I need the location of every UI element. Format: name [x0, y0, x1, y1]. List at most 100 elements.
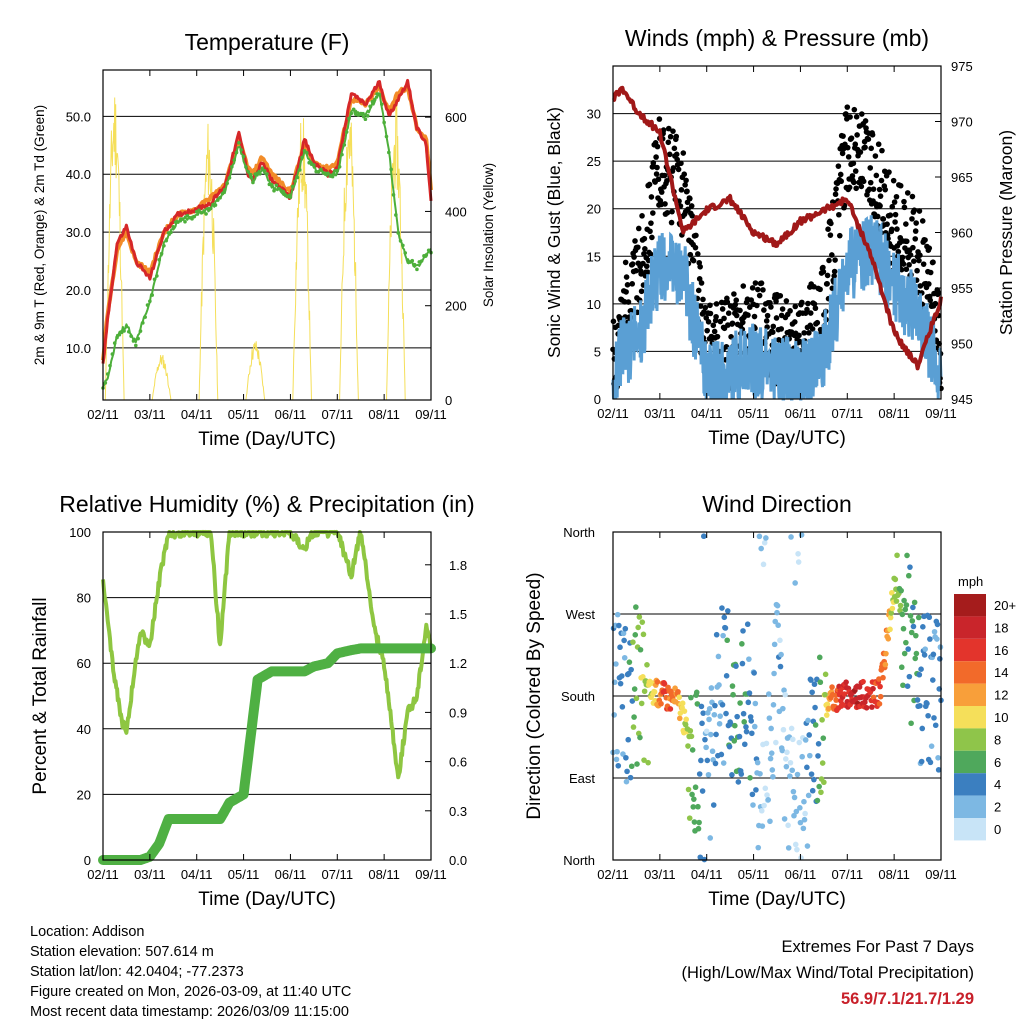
gust-point	[811, 283, 817, 290]
direction-point	[718, 751, 725, 758]
gust-point	[893, 193, 900, 200]
direction-point	[930, 651, 937, 658]
gust-point	[646, 181, 653, 188]
direction-point	[712, 760, 719, 767]
direction-point	[784, 749, 790, 756]
direction-point	[791, 812, 797, 819]
direction-point	[928, 743, 935, 749]
gust-point	[860, 178, 867, 185]
speed-legend-label: 8	[994, 732, 1001, 747]
dewpoint-2m-line-point	[389, 167, 393, 172]
sonic-wind-line	[611, 215, 943, 401]
direction-point	[755, 844, 762, 851]
dewpoint-2m-line-point	[344, 130, 349, 134]
rh-y2tick-label: 1.2	[449, 656, 467, 671]
direction-point	[693, 689, 700, 696]
direction-point	[766, 691, 772, 697]
direction-point	[708, 685, 715, 691]
direction-point	[897, 602, 904, 609]
gust-point	[903, 221, 909, 227]
gust-point	[658, 189, 665, 195]
gust-point	[817, 286, 823, 293]
dewpoint-2m-line-point	[288, 195, 293, 199]
dewpoint-2m-line-point	[361, 111, 365, 116]
direction-point	[658, 700, 664, 707]
dewpoint-2m-line-point	[227, 175, 232, 180]
rh-ylabel: Percent & Total Rainfall	[30, 597, 51, 794]
wind-y2tick-label: 945	[951, 392, 973, 407]
gust-point	[879, 147, 885, 154]
solar-insolation-line	[103, 97, 431, 401]
speed-legend-label: 6	[994, 755, 1001, 770]
direction-point	[631, 686, 638, 692]
direction-point	[908, 629, 915, 636]
dewpoint-2m-line-point	[347, 116, 351, 121]
direction-point	[699, 720, 705, 727]
gust-point	[721, 315, 727, 322]
rh-y2tick-label: 0.9	[449, 705, 467, 720]
dewpoint-2m-line-point	[326, 171, 330, 176]
direction-point	[633, 604, 639, 610]
gust-point	[890, 177, 897, 184]
rh-xtick-label: 07/11	[321, 867, 353, 882]
direction-point	[931, 715, 937, 721]
direction-point	[779, 747, 786, 754]
direction-point	[801, 798, 807, 805]
dewpoint-2m-line-point	[302, 149, 307, 153]
direction-point	[645, 759, 651, 766]
dewpoint-2m-line-point	[419, 259, 424, 263]
dewpoint-2m-line-point	[124, 324, 129, 329]
gust-point	[629, 261, 636, 267]
gust-point	[683, 177, 689, 184]
direction-point	[716, 682, 722, 688]
direction-point	[698, 757, 704, 764]
speed-legend-swatch	[954, 616, 986, 639]
gust-point	[909, 216, 915, 222]
direction-point	[802, 737, 809, 743]
speed-legend-swatch	[954, 773, 986, 796]
dir-xtick-label: 06/11	[785, 867, 817, 882]
dewpoint-2m-line-point	[220, 191, 225, 196]
direction-point	[931, 628, 938, 635]
direction-point	[721, 614, 728, 621]
direction-point	[640, 674, 646, 680]
direction-point	[856, 684, 863, 690]
direction-point	[734, 713, 740, 720]
gust-point	[912, 228, 919, 234]
direction-point	[908, 720, 914, 727]
direction-point	[729, 772, 735, 778]
gust-point	[779, 306, 786, 312]
direction-point	[630, 724, 637, 730]
gust-point	[862, 144, 868, 151]
gust-point	[690, 257, 697, 264]
direction-point	[787, 759, 794, 766]
direction-point	[748, 718, 755, 724]
dewpoint-2m-line-point	[241, 154, 246, 159]
speed-legend-swatch	[954, 661, 986, 684]
direction-point	[685, 743, 691, 749]
direction-point	[633, 695, 640, 702]
gust-point	[831, 268, 838, 275]
direction-point	[794, 846, 800, 853]
wind-xtick-label: 09/11	[925, 406, 957, 421]
direction-point	[624, 768, 630, 775]
gust-point	[826, 257, 832, 264]
temp-xtick-label: 02/11	[87, 407, 119, 422]
speed-legend-swatch	[954, 795, 986, 818]
rh-xtick-label: 09/11	[415, 867, 447, 882]
temp-xtick-label: 05/11	[228, 407, 260, 422]
gust-point	[688, 203, 695, 209]
gust-point	[710, 322, 717, 329]
direction-point	[623, 778, 630, 785]
gust-point	[875, 141, 882, 148]
direction-point	[782, 756, 789, 762]
gust-point	[633, 267, 639, 274]
gust-point	[906, 261, 912, 268]
direction-point	[900, 625, 907, 632]
gust-point	[801, 330, 807, 336]
direction-point	[877, 693, 884, 700]
temp-ytick-label: 30.0	[66, 225, 91, 240]
direction-point	[812, 722, 819, 728]
direction-point	[746, 656, 752, 662]
gust-point	[623, 274, 630, 280]
